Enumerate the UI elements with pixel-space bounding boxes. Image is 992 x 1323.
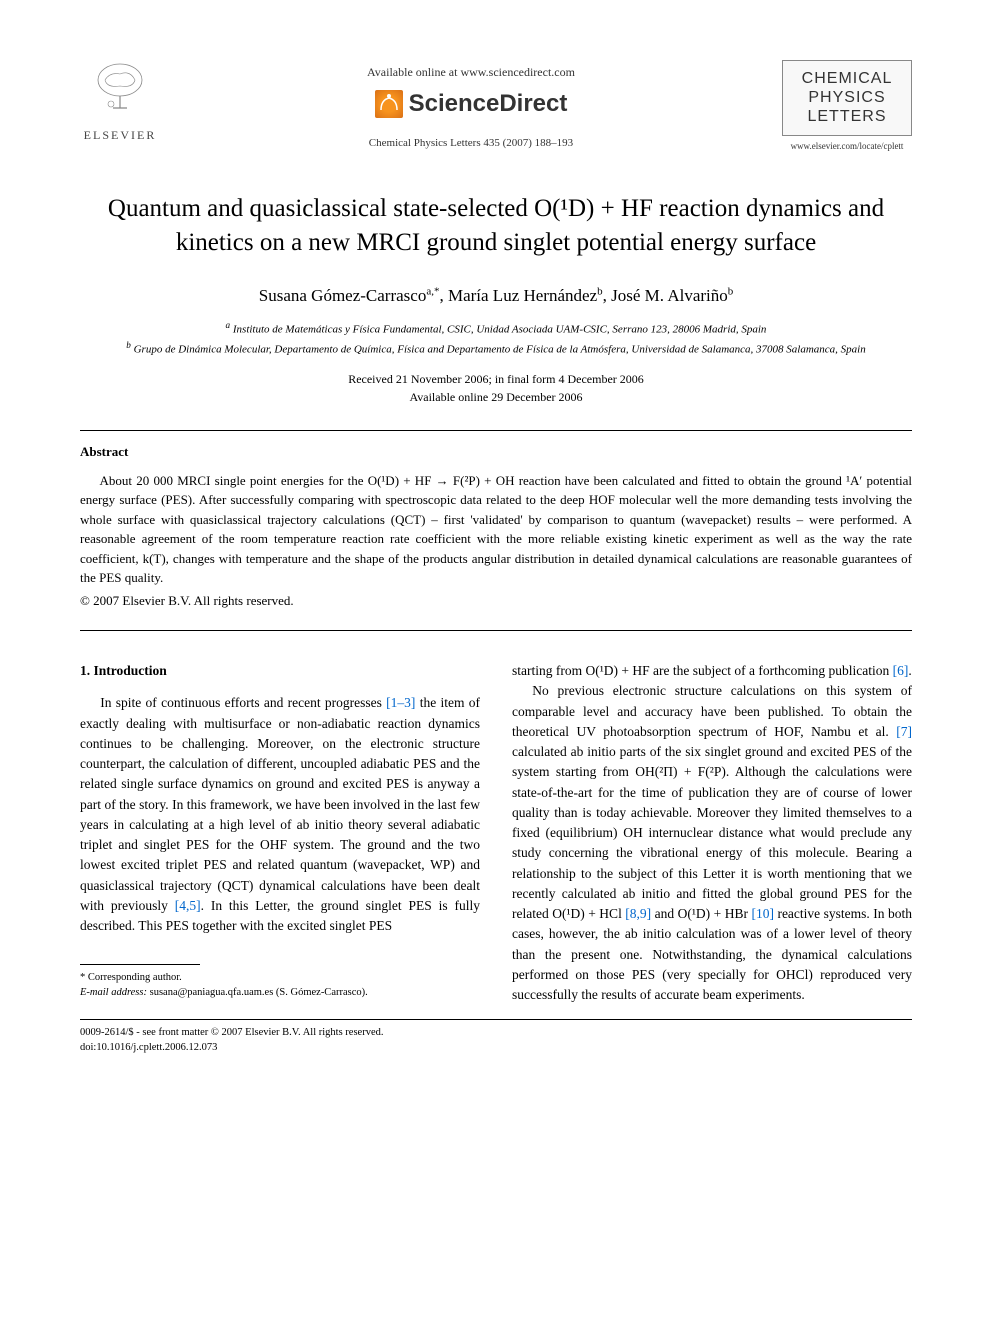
footer-rule [80,1019,912,1020]
para1-text-a: In spite of continuous efforts and recen… [100,695,386,710]
affiliation-a-text: Instituto de Matemáticas y Física Fundam… [233,324,767,336]
footnote-email-label: E-mail address: [80,987,147,998]
footer-text: 0009-2614/$ - see front matter © 2007 El… [80,1026,912,1055]
footnote-email: susana@paniagua.qfa.uam.es [150,987,274,998]
abstract-heading: Abstract [80,443,912,461]
dates-block: Received 21 November 2006; in final form… [80,370,912,406]
journal-name-line3: LETTERS [787,107,907,126]
footnote-block: * Corresponding author. E-mail address: … [80,971,480,1000]
author-3-affil: b [728,285,734,297]
ref-link-10[interactable]: [10] [751,906,774,921]
section-1-heading: 1. Introduction [80,661,480,681]
journal-name-line1: CHEMICAL [787,69,907,88]
title-block: Quantum and quasiclassical state-selecte… [100,192,892,260]
author-2-affil: b [597,285,603,297]
col2-para-1: starting from O(¹D) + HF are the subject… [512,661,912,681]
elsevier-label: ELSEVIER [80,127,160,144]
journal-name-line2: PHYSICS [787,88,907,107]
affiliation-a: a Instituto de Matemáticas y Física Fund… [120,319,872,338]
para1-text-b: the item of exactly dealing with multisu… [80,695,480,913]
rule-bottom [80,630,912,631]
author-1-name: Susana Gómez-Carrasco [259,286,427,305]
body-columns: 1. Introduction In spite of continuous e… [80,661,912,1005]
col2-para1-a: starting from O(¹D) + HF are the subject… [512,663,893,678]
affiliation-b: b Grupo de Dinámica Molecular, Departame… [120,339,872,358]
journal-box-inner: CHEMICAL PHYSICS LETTERS [782,60,912,136]
sciencedirect-text: ScienceDirect [409,87,568,121]
footer-line-1: 0009-2614/$ - see front matter © 2007 El… [80,1026,912,1041]
elsevier-logo: ELSEVIER [80,60,160,143]
rule-top [80,430,912,431]
author-3-name: José M. Alvariño [611,286,728,305]
author-1-affil: a,* [426,285,439,297]
author-3: José M. Alvariñob [611,286,733,305]
date-received: Received 21 November 2006; in final form… [80,370,912,388]
column-left: 1. Introduction In spite of continuous e… [80,661,480,1005]
page-container: ELSEVIER Available online at www.science… [0,0,992,1096]
footnote-separator [80,964,200,965]
abstract-text: About 20 000 MRCI single point energies … [80,471,912,588]
col2-para2-c: and O(¹D) + HBr [651,906,751,921]
journal-citation: Chemical Physics Letters 435 (2007) 188–… [160,136,782,151]
sciencedirect-logo: ScienceDirect [160,87,782,121]
ref-link-8-9[interactable]: [8,9] [625,906,651,921]
header-row: ELSEVIER Available online at www.science… [80,60,912,152]
available-online-text: Available online at www.sciencedirect.co… [160,64,782,81]
center-header: Available online at www.sciencedirect.co… [160,60,782,152]
col2-para2-a: No previous electronic structure calcula… [512,683,912,739]
footer-line-2: doi:10.1016/j.cplett.2006.12.073 [80,1041,912,1056]
article-title: Quantum and quasiclassical state-selecte… [100,192,892,260]
ref-link-1-3[interactable]: [1–3] [386,695,415,710]
elsevier-tree-icon [85,60,155,120]
col2-para-2: No previous electronic structure calcula… [512,681,912,1005]
sciencedirect-icon [375,90,403,118]
journal-box: CHEMICAL PHYSICS LETTERS www.elsevier.co… [782,60,912,152]
abstract-section: Abstract About 20 000 MRCI single point … [80,443,912,610]
footnote-email-line: E-mail address: susana@paniagua.qfa.uam.… [80,986,480,1001]
abstract-copyright: © 2007 Elsevier B.V. All rights reserved… [80,592,912,610]
author-1: Susana Gómez-Carrascoa,* [259,286,440,305]
col2-para2-b: calculated ab initio parts of the six si… [512,744,912,921]
journal-url: www.elsevier.com/locate/cplett [782,140,912,153]
ref-link-7[interactable]: [7] [896,724,912,739]
author-2-name: María Luz Hernández [448,286,597,305]
col2-para1-b: . [908,663,911,678]
affiliation-b-text: Grupo de Dinámica Molecular, Departament… [134,343,866,355]
affiliations: a Instituto de Matemáticas y Física Fund… [80,319,912,357]
date-online: Available online 29 December 2006 [80,388,912,406]
footnote-corresponding: * Corresponding author. [80,971,480,986]
ref-link-6[interactable]: [6] [893,663,909,678]
ref-link-4-5[interactable]: [4,5] [175,898,201,913]
author-2: María Luz Hernándezb [448,286,603,305]
footnote-email-author: (S. Gómez-Carrasco). [276,987,368,998]
intro-para-1: In spite of continuous efforts and recen… [80,693,480,936]
authors-line: Susana Gómez-Carrascoa,*, María Luz Hern… [80,284,912,308]
column-right: starting from O(¹D) + HF are the subject… [512,661,912,1005]
